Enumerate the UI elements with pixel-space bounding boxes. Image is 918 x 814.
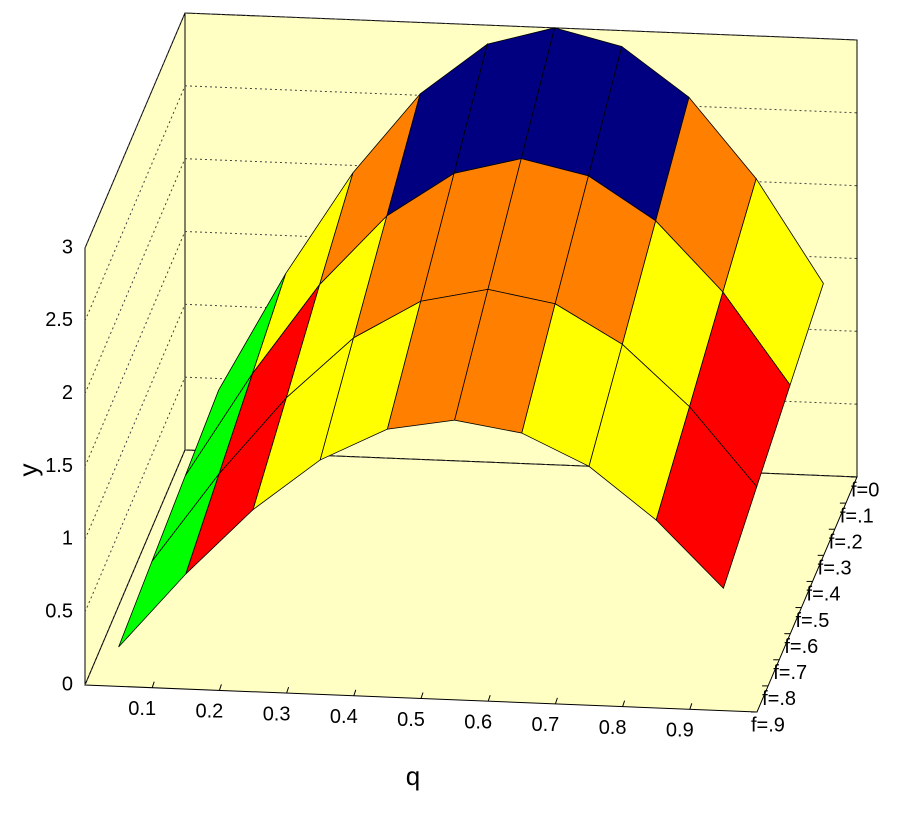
x-tick bbox=[353, 689, 357, 696]
z-tick-label: 2 bbox=[62, 382, 73, 404]
x-tick-label: 0.8 bbox=[599, 717, 627, 739]
x-tick bbox=[689, 703, 693, 710]
x-tick bbox=[151, 681, 155, 688]
x-tick bbox=[420, 692, 424, 699]
y-tick-label: f=.4 bbox=[807, 584, 841, 606]
y-tick-label: f=.8 bbox=[762, 688, 796, 710]
z-tick-label: 1 bbox=[62, 528, 73, 550]
z-tick-label: 0 bbox=[62, 673, 73, 695]
x-tick-label: 0.4 bbox=[330, 706, 358, 728]
y-tick-label: f=.3 bbox=[818, 558, 852, 580]
surface-patch bbox=[655, 405, 758, 590]
x-tick bbox=[487, 695, 491, 702]
x-axis-label: q bbox=[406, 761, 420, 791]
y-tick-label: f=.9 bbox=[751, 714, 785, 736]
x-tick-label: 0.9 bbox=[666, 720, 694, 742]
z-tick-label: 0.5 bbox=[45, 600, 73, 622]
x-tick-label: 0.6 bbox=[464, 711, 492, 733]
x-tick-label: 0.7 bbox=[531, 714, 559, 736]
x-tick bbox=[218, 684, 222, 691]
z-axis-label: y bbox=[13, 464, 43, 477]
y-tick-label: f=.5 bbox=[795, 610, 829, 632]
y-tick-label: f=.6 bbox=[784, 636, 818, 658]
y-tick-label: f=.2 bbox=[829, 532, 863, 554]
x-tick-label: 0.2 bbox=[195, 701, 223, 723]
grid-line bbox=[184, 12, 858, 41]
x-tick bbox=[622, 700, 626, 707]
y-tick-label: f=0 bbox=[851, 479, 879, 501]
y-tick-label: f=.7 bbox=[773, 662, 807, 684]
x-tick bbox=[286, 686, 290, 694]
z-tick-label: 3 bbox=[62, 236, 73, 258]
x-tick bbox=[554, 697, 558, 705]
z-tick-label: 2.5 bbox=[45, 309, 73, 331]
y-tick-label: f=.1 bbox=[840, 505, 874, 527]
z-tick-label: 1.5 bbox=[45, 455, 73, 477]
x-tick-label: 0.1 bbox=[128, 698, 156, 720]
x-tick-label: 0.3 bbox=[263, 703, 291, 725]
x-tick-label: 0.5 bbox=[397, 709, 425, 731]
